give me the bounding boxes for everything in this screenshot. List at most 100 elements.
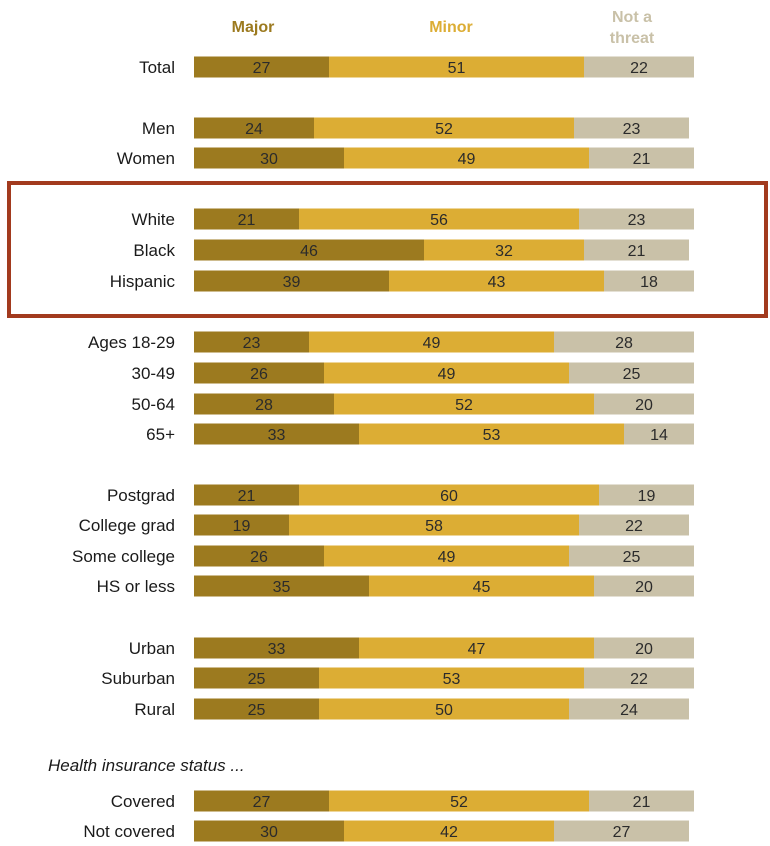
row-label-some-college: Some college	[72, 547, 175, 566]
row-urban: Urban 33 47 20	[129, 637, 694, 659]
value-some-college-not-a-threat: 25	[623, 549, 641, 566]
row-label-ages-18-29: Ages 18-29	[88, 333, 175, 352]
value-urban-major: 33	[268, 641, 286, 658]
bar-women-not-a-threat	[589, 147, 694, 169]
bar-some-college-major	[194, 545, 324, 567]
row-men: Men 24 52 23	[142, 117, 689, 139]
row-label-65: 65+	[146, 425, 175, 444]
legend-not-threat-line1: Not a	[612, 9, 652, 26]
value-urban-minor: 47	[468, 641, 486, 658]
bar-urban-major	[194, 637, 359, 659]
row-label-postgrad: Postgrad	[107, 486, 175, 505]
bar-urban-not-a-threat	[594, 637, 694, 659]
highlight-box	[7, 181, 768, 318]
row-total: Total 27 51 22	[139, 56, 694, 78]
bar-women-minor	[344, 147, 589, 169]
value-some-college-minor: 49	[438, 549, 456, 566]
bar-50-64-major	[194, 393, 334, 415]
value-covered-minor: 52	[450, 794, 468, 811]
bar-covered-major	[194, 790, 329, 812]
row-label-50-64: 50-64	[132, 395, 175, 414]
bar-college-grad-minor	[289, 514, 579, 536]
row-ages-18-29: Ages 18-29 23 49 28	[88, 331, 694, 353]
bar-covered-minor	[329, 790, 589, 812]
value-rural-major: 25	[248, 702, 266, 719]
value-college-grad-minor: 58	[425, 518, 443, 535]
value-50-64-not-a-threat: 20	[635, 397, 653, 414]
value-not-covered-major: 30	[260, 824, 278, 841]
row-label-hispanic: Hispanic	[110, 272, 176, 291]
value-total-major: 27	[253, 60, 271, 77]
bar-ages-18-29-major	[194, 331, 309, 353]
value-covered-major: 27	[253, 794, 271, 811]
bar-50-64-minor	[334, 393, 594, 415]
bar-rural-major	[194, 698, 319, 720]
bar-college-grad-not-a-threat	[579, 514, 689, 536]
bar-not-covered-major	[194, 820, 344, 842]
bar-hs-or-less-major	[194, 575, 369, 597]
bar-not-covered-not-a-threat	[554, 820, 689, 842]
row-label-30-49: 30-49	[132, 364, 175, 383]
row-label-covered: Covered	[111, 792, 175, 811]
value-women-minor: 49	[458, 151, 476, 168]
bar-men-not-a-threat	[574, 117, 689, 139]
value-postgrad-minor: 60	[440, 488, 458, 505]
bar-50-64-not-a-threat	[594, 393, 694, 415]
row-hispanic: Hispanic 39 43 18	[110, 270, 694, 292]
row-label-rural: Rural	[134, 700, 175, 719]
legend-header: Major Minor Not a threat	[232, 9, 655, 47]
bar-ages-18-29-minor	[309, 331, 554, 353]
value-college-grad-not-a-threat: 22	[625, 518, 643, 535]
bar-hispanic-minor	[389, 270, 604, 292]
value-urban-not-a-threat: 20	[635, 641, 653, 658]
bar-suburban-minor	[319, 667, 584, 689]
value-hs-or-less-not-a-threat: 20	[635, 579, 653, 596]
value-men-minor: 52	[435, 121, 453, 138]
value-men-major: 24	[245, 121, 263, 138]
row-50-64: 50-64 28 52 20	[132, 393, 694, 415]
bar-college-grad-major	[194, 514, 289, 536]
bar-total-not-a-threat	[584, 56, 694, 78]
value-30-49-not-a-threat: 25	[623, 366, 641, 383]
row-hs-or-less: HS or less 35 45 20	[97, 575, 694, 597]
bar-women-major	[194, 147, 344, 169]
value-not-covered-not-a-threat: 27	[613, 824, 631, 841]
row-label-men: Men	[142, 119, 175, 138]
row-rural: Rural 25 50 24	[134, 698, 689, 720]
value-postgrad-major: 21	[238, 488, 256, 505]
value-ages-18-29-major: 23	[243, 335, 261, 352]
value-hs-or-less-major: 35	[273, 579, 291, 596]
row-women: Women 30 49 21	[117, 147, 694, 169]
bar-suburban-not-a-threat	[584, 667, 694, 689]
row-label-college-grad: College grad	[79, 516, 175, 535]
row-label-hs-or-less: HS or less	[97, 577, 175, 596]
row-label-total: Total	[139, 58, 175, 77]
value-50-64-major: 28	[255, 397, 273, 414]
bar-30-49-not-a-threat	[569, 362, 694, 384]
row-label-white: White	[132, 210, 175, 229]
bar-rural-not-a-threat	[569, 698, 689, 720]
bar-postgrad-not-a-threat	[599, 484, 694, 506]
value-women-not-a-threat: 21	[633, 151, 651, 168]
bar-some-college-minor	[324, 545, 569, 567]
value-covered-not-a-threat: 21	[633, 794, 651, 811]
bar-some-college-not-a-threat	[569, 545, 694, 567]
row-label-urban: Urban	[129, 639, 175, 658]
value-suburban-not-a-threat: 22	[630, 671, 648, 688]
value-suburban-minor: 53	[443, 671, 461, 688]
bar-30-49-major	[194, 362, 324, 384]
row-college-grad: College grad 19 58 22	[79, 514, 689, 536]
row-not-covered: Not covered 30 42 27	[83, 820, 689, 842]
row-label-not-covered: Not covered	[83, 822, 175, 841]
bar-covered-not-a-threat	[589, 790, 694, 812]
bar-black-major	[194, 239, 424, 261]
value-black-major: 46	[300, 243, 318, 260]
bar-65-major	[194, 423, 359, 445]
bar-black-not-a-threat	[584, 239, 689, 261]
value-hispanic-minor: 43	[488, 274, 506, 291]
value-white-minor: 56	[430, 212, 448, 229]
value-total-not-a-threat: 22	[630, 60, 648, 77]
value-white-major: 21	[238, 212, 256, 229]
row-65: 65+ 33 53 14	[146, 423, 694, 445]
